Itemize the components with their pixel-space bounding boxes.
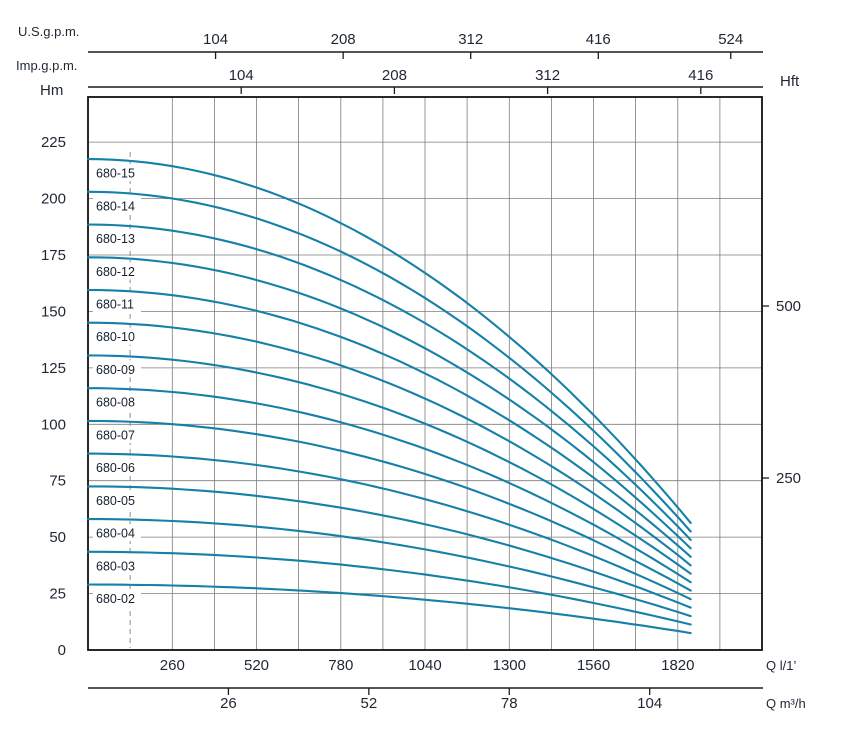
head-m-tick-value: 0 <box>58 642 66 659</box>
flow-lpm-axis-label: Q l/1’ <box>766 658 796 673</box>
flow-m3h-tick-value: 104 <box>637 695 662 712</box>
flow-lpm-tick-value: 260 <box>160 657 185 674</box>
curve-label-680-12: 680-12 <box>96 265 135 279</box>
us-gpm-axis-label: U.S.g.p.m. <box>18 24 79 39</box>
curve-label-bg <box>93 458 141 476</box>
curve-label-bg <box>93 556 141 574</box>
pump-curve-680-07 <box>86 419 692 592</box>
flow-m3h-tick-value: 52 <box>360 695 377 712</box>
head-m-axis-label: Hm <box>40 82 63 99</box>
pump-curves <box>86 158 692 635</box>
pump-curve-680-02 <box>86 583 692 635</box>
curve-label-680-15: 680-15 <box>96 167 135 181</box>
curve-label-680-14: 680-14 <box>96 199 135 213</box>
head-m-tick-value: 150 <box>41 303 66 320</box>
axis-ticks-and-numbers: 104 208 312 416 524 104 208 312 416 0 25 50 75 100 125… <box>41 31 801 712</box>
curve-label-680-10: 680-10 <box>96 330 135 344</box>
head-ft-axis-label: Hft <box>780 73 800 90</box>
pump-curve-680-03 <box>86 550 692 626</box>
pump-curve-680-14 <box>86 190 692 533</box>
curve-label-680-03: 680-03 <box>96 559 135 573</box>
us-gpm-tick-value: 416 <box>586 31 611 48</box>
curve-label-680-06: 680-06 <box>96 461 135 475</box>
flow-lpm-tick-value: 1300 <box>493 657 526 674</box>
flow-lpm-tick-value: 520 <box>244 657 269 674</box>
flow-m3h-tick-value: 78 <box>501 695 518 712</box>
us-gpm-tick-value: 524 <box>718 31 743 48</box>
pump-curve-680-12 <box>86 256 692 550</box>
curve-label-bg <box>93 524 141 542</box>
head-m-tick-value: 100 <box>41 416 66 433</box>
head-m-tick-value: 200 <box>41 191 66 208</box>
flow-lpm-tick-value: 1820 <box>661 657 694 674</box>
imp-gpm-axis-label: Imp.g.p.m. <box>16 58 77 73</box>
pump-curve-680-08 <box>86 387 692 584</box>
curve-label-bg <box>93 164 141 182</box>
flow-lpm-tick-value: 780 <box>328 657 353 674</box>
head-m-tick-value: 75 <box>49 473 66 490</box>
head-m-tick-value: 25 <box>49 586 66 603</box>
curve-label-bg <box>93 295 141 312</box>
curve-label-680-05: 680-05 <box>96 494 135 508</box>
flow-m3h-tick-value: 26 <box>220 695 237 712</box>
head-m-tick-value: 50 <box>49 529 66 546</box>
plot-border <box>87 96 763 651</box>
imp-gpm-tick-value: 312 <box>535 67 560 84</box>
pump-curve-680-06 <box>86 452 692 601</box>
curve-label-bg <box>93 425 141 443</box>
curve-label-bg <box>93 229 141 247</box>
imp-gpm-tick-value: 416 <box>688 67 713 84</box>
curve-label-bg <box>93 589 141 607</box>
curve-label-680-09: 680-09 <box>96 363 135 377</box>
curve-label-bg <box>93 262 141 280</box>
us-gpm-tick-value: 208 <box>331 31 356 48</box>
curve-label-680-04: 680-04 <box>96 527 135 541</box>
pump-curve-680-13 <box>86 223 692 541</box>
imp-gpm-tick-value: 208 <box>382 67 407 84</box>
curve-label-bg <box>93 327 141 345</box>
curve-label-bg <box>93 360 141 378</box>
head-m-tick-value: 125 <box>41 360 66 377</box>
flow-lpm-tick-value: 1560 <box>577 657 610 674</box>
pump-curve-680-09 <box>86 354 692 575</box>
flow-lpm-tick-value: 1040 <box>408 657 441 674</box>
us-gpm-tick-value: 312 <box>458 31 483 48</box>
head-ft-tick-value: 250 <box>776 470 801 487</box>
pump-curve-680-10 <box>86 321 692 567</box>
curve-label-680-02: 680-02 <box>96 592 135 606</box>
pump-curve-680-15 <box>86 158 692 524</box>
curve-label-bg <box>93 393 141 411</box>
curve-label-680-13: 680-13 <box>96 232 135 246</box>
flow-m3h-axis-label: Q m³/h <box>766 696 806 711</box>
curve-label-680-08: 680-08 <box>96 396 135 410</box>
curve-label-bg <box>93 491 141 509</box>
pump-curve-680-04 <box>86 518 692 618</box>
head-m-tick-value: 225 <box>41 134 66 151</box>
curve-labels: 680-15 680-14 680-13 680-12 680-11 680-10 680-… <box>93 164 141 607</box>
head-m-tick-value: 175 <box>41 247 66 264</box>
imp-gpm-tick-value: 104 <box>229 67 254 84</box>
curve-label-680-07: 680-07 <box>96 428 135 442</box>
curve-label-bg <box>93 196 141 214</box>
head-ft-tick-value: 500 <box>776 298 801 315</box>
us-gpm-tick-value: 104 <box>203 31 228 48</box>
pump-curve-680-11 <box>86 288 692 558</box>
pump-curve-680-05 <box>86 485 692 609</box>
curve-label-680-11: 680-11 <box>96 298 134 312</box>
